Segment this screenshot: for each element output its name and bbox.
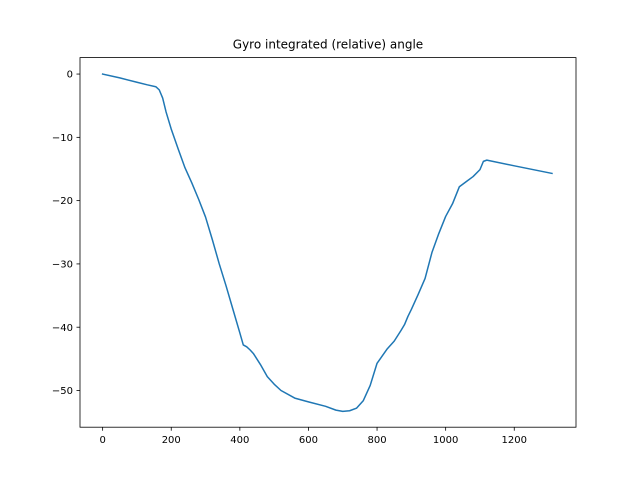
series-line-0 bbox=[101, 73, 553, 413]
y-tick-label: −20 bbox=[52, 196, 73, 207]
y-tick-label: 0 bbox=[67, 70, 73, 81]
x-tick-label: 800 bbox=[368, 435, 387, 446]
x-tick-label: 600 bbox=[299, 435, 318, 446]
x-tick-label: 1000 bbox=[433, 435, 458, 446]
x-tick-label: 400 bbox=[230, 435, 249, 446]
plot-area bbox=[101, 73, 553, 413]
y-tick-label: −50 bbox=[52, 386, 73, 397]
x-axis: 0 200 400 600 800 1000 1200 bbox=[99, 427, 527, 446]
x-tick-label: 0 bbox=[99, 435, 105, 446]
y-tick-label: −40 bbox=[52, 323, 73, 334]
chart-title: Gyro integrated (relative) angle bbox=[233, 38, 423, 52]
y-tick-label: −30 bbox=[52, 260, 73, 271]
x-tick-label: 200 bbox=[162, 435, 181, 446]
x-tick-label: 1200 bbox=[502, 435, 527, 446]
y-tick-label: −10 bbox=[52, 133, 73, 144]
plot-frame bbox=[79, 57, 577, 428]
y-axis: 0 −10 −20 −30 −40 −50 bbox=[52, 70, 80, 397]
